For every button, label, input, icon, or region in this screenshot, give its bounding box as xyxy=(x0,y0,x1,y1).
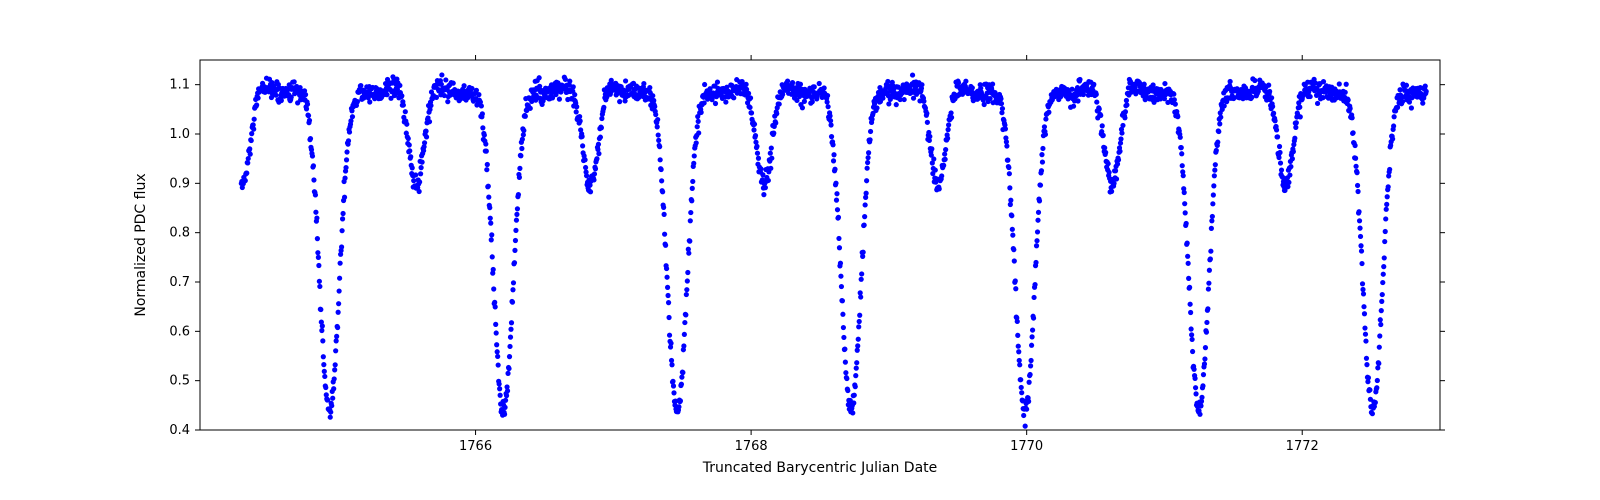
y-tick-label: 0.6 xyxy=(169,324,190,339)
plot-svg: 1766 1768 1770 1772 0.4 0.5 0.6 0.7 0.8 0.9 1.0 1.1… xyxy=(0,0,1600,500)
y-tick-label: 0.5 xyxy=(169,374,190,389)
y-tick-label: 0.7 xyxy=(169,275,190,290)
x-tick-label: 1770 xyxy=(1010,439,1043,454)
x-tick-label: 1768 xyxy=(735,439,768,454)
y-tick-label: 0.4 xyxy=(169,423,190,438)
x-tick-label: 1766 xyxy=(459,439,492,454)
y-tick-label: 1.1 xyxy=(169,78,190,93)
x-axis-label: Truncated Barycentric Julian Date xyxy=(702,460,938,476)
lightcurve-chart: 1766 1768 1770 1772 0.4 0.5 0.6 0.7 0.8 0.9 1.0 1.1… xyxy=(0,0,1600,500)
y-tick-label: 0.9 xyxy=(169,176,190,191)
y-axis-label: Normalized PDC flux xyxy=(133,173,149,316)
x-tick-label: 1772 xyxy=(1286,439,1319,454)
y-tick-label: 1.0 xyxy=(169,127,190,142)
y-tick-label: 0.8 xyxy=(169,226,190,241)
